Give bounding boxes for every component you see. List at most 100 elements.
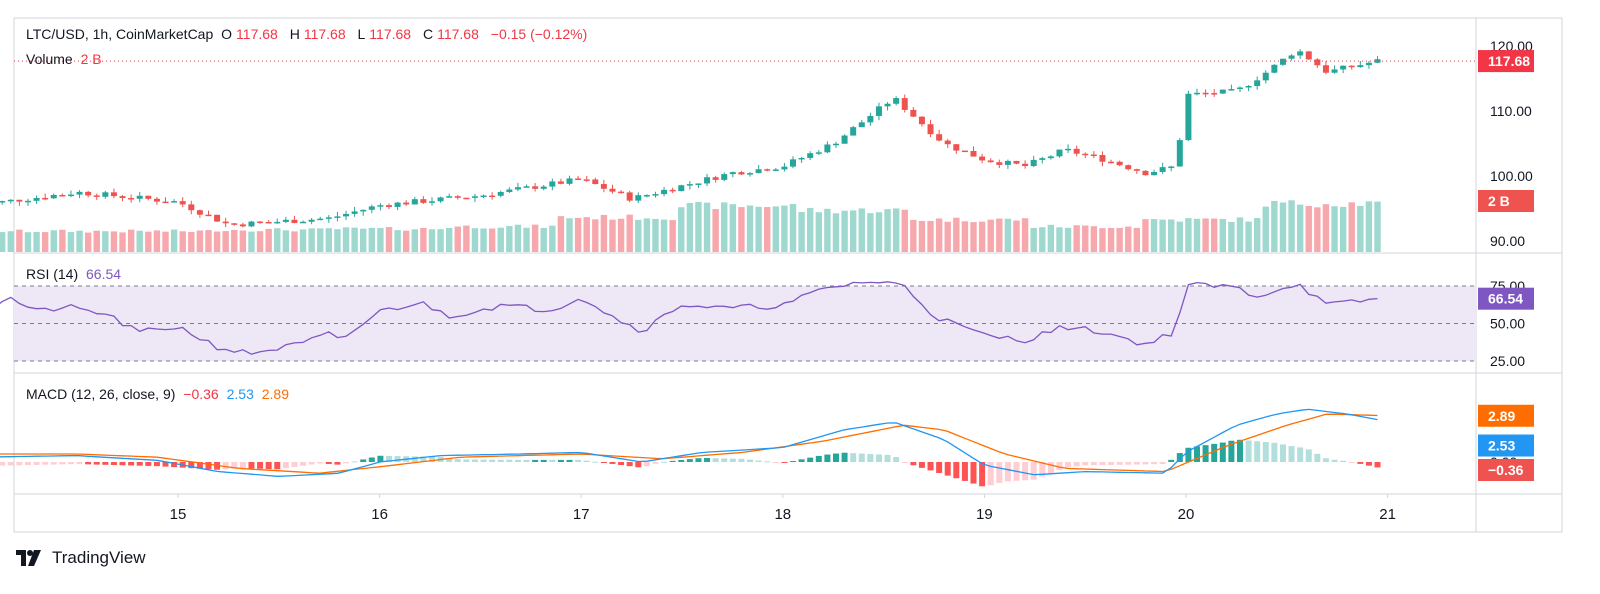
time-tick-17: 17	[573, 506, 590, 523]
volume-bar	[592, 219, 599, 252]
volume-bar	[961, 221, 969, 252]
volume-bar	[1150, 219, 1158, 252]
macd-hist-bar	[1065, 462, 1072, 468]
macd-hist-bar	[704, 457, 711, 462]
candle-body	[1194, 92, 1201, 95]
candle-body	[1073, 148, 1080, 154]
volume-bar	[746, 205, 754, 252]
volume-bar	[1133, 227, 1141, 252]
volume-bar	[549, 225, 556, 252]
macd-hist-bar	[1082, 462, 1089, 466]
candle-body	[351, 211, 358, 214]
macd-hist-bar	[1365, 462, 1372, 466]
volume-bar	[153, 230, 161, 252]
macd-hist-bar	[1279, 444, 1286, 462]
macd-hist-bar	[927, 462, 934, 471]
candle-body	[635, 195, 642, 201]
candle-body	[970, 150, 977, 157]
volume-bar	[93, 230, 100, 252]
symbol-label[interactable]: LTC/USD, 1h, CoinMarketCap	[26, 26, 214, 42]
candle-body	[1279, 58, 1286, 65]
rsi-label[interactable]: RSI (14)	[26, 266, 79, 282]
macd-hist-bar	[497, 459, 504, 462]
macd-hist-bar	[712, 458, 719, 462]
candle-body	[1262, 72, 1269, 81]
volume-bar	[1107, 228, 1115, 252]
volume-bar	[1331, 206, 1338, 252]
volume-bar	[67, 232, 75, 252]
volume-bar	[480, 228, 487, 252]
candle-body	[738, 172, 745, 175]
candle-body	[196, 210, 203, 215]
candle-body	[1039, 158, 1046, 160]
volume-bar	[188, 231, 195, 252]
volume-bar	[213, 231, 221, 252]
candle-body	[282, 219, 289, 222]
macd-hist-bar	[102, 462, 109, 465]
volume-bar	[162, 231, 169, 252]
macd-hist-bar	[1133, 462, 1140, 465]
volume-bar	[248, 231, 255, 252]
volume-bar	[1013, 220, 1020, 252]
volume-bar	[918, 220, 926, 252]
macd-hist-bar	[970, 462, 977, 484]
candle-body	[343, 213, 350, 217]
macd-label[interactable]: MACD (12, 26, close, 9)	[26, 386, 176, 402]
volume-bar	[996, 218, 1003, 252]
candle-body	[1271, 64, 1278, 73]
candle-body	[394, 202, 401, 207]
macd-hist-bar	[764, 461, 771, 463]
candle-body	[1211, 93, 1218, 95]
volume-bar	[635, 219, 642, 252]
candle-body	[953, 144, 960, 151]
volume-legend: Volume 2 B	[26, 51, 106, 67]
macd-hist-bar	[1254, 441, 1261, 462]
volume-bar	[179, 231, 186, 252]
volume-bar	[1219, 218, 1226, 252]
tradingview-brand[interactable]: TradingView	[16, 548, 146, 568]
volume-bar	[1322, 204, 1330, 252]
volume-bar	[712, 209, 719, 252]
rsi-pane[interactable]	[0, 281, 1476, 362]
macd-hist-bar	[1348, 462, 1355, 463]
macd-hist-bar	[523, 459, 530, 462]
volume-bar	[1305, 205, 1312, 252]
volume-bar	[1142, 219, 1149, 252]
volume-bar	[299, 229, 307, 252]
candle-body	[1357, 65, 1364, 68]
candle-body	[480, 195, 487, 198]
macd-hist-value: −0.36	[183, 386, 219, 402]
volume-bar	[1064, 227, 1072, 252]
macd-hist-bar	[1099, 462, 1106, 466]
volume-bar	[729, 204, 737, 252]
macd-hist-bar	[1322, 458, 1329, 462]
candle-body	[893, 98, 900, 104]
rsi-badge: 66.54	[1488, 291, 1523, 307]
volume-bar	[910, 219, 917, 252]
volume-bar	[170, 229, 178, 252]
macd-hist-bar	[171, 462, 178, 468]
macd-pane[interactable]	[0, 408, 1381, 487]
candle-body	[325, 217, 332, 219]
high-value: 117.68	[303, 26, 346, 42]
candle-body	[205, 214, 212, 217]
candle-body	[171, 201, 178, 203]
candle-body	[317, 218, 324, 221]
time-tick-19: 19	[976, 506, 993, 523]
price-pane[interactable]	[0, 49, 1476, 252]
volume-bar	[1228, 221, 1235, 252]
volume-bar	[420, 227, 427, 252]
candle-body	[1297, 51, 1304, 56]
macd-signal-badge: 2.89	[1488, 408, 1515, 424]
macd-hist-bar	[1047, 462, 1054, 474]
volume-bar	[76, 230, 83, 252]
macd-hist-bar	[867, 454, 874, 462]
macd-hist-bar	[506, 459, 513, 462]
macd-hist-bar	[110, 462, 117, 466]
macd-hist-bar	[205, 462, 212, 470]
macd-hist-bar	[463, 459, 470, 462]
volume-label[interactable]: Volume	[26, 51, 73, 67]
candle-body	[755, 169, 762, 174]
macd-hist-bar	[1108, 462, 1115, 465]
